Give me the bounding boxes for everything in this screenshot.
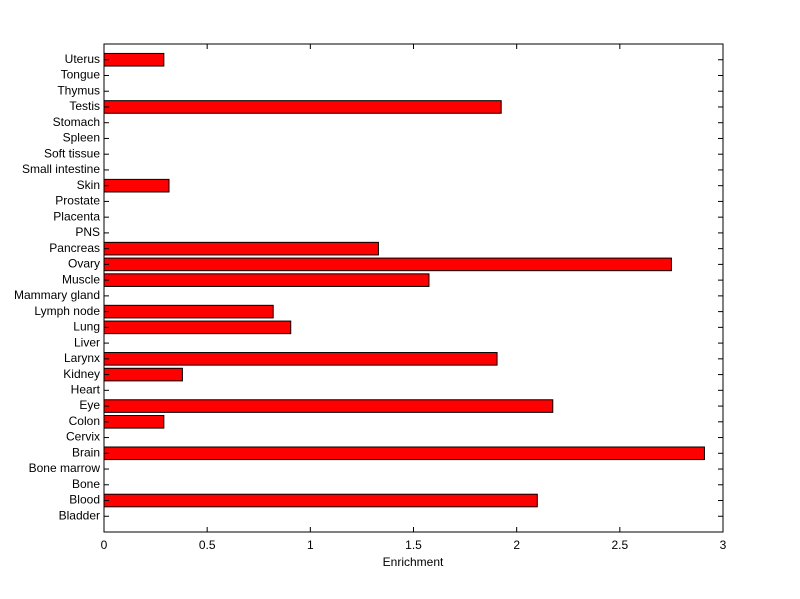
bar — [103, 257, 672, 272]
y-tick-label: Prostate — [55, 194, 100, 208]
y-tick-label: Soft tissue — [44, 146, 100, 160]
y-tick-label: Uterus — [65, 52, 100, 66]
x-tick-label: 1 — [307, 538, 314, 552]
bar — [103, 52, 165, 67]
y-tick-label: Bone — [72, 477, 100, 491]
bar — [103, 100, 502, 114]
y-tick-label: Bone marrow — [29, 461, 101, 475]
bar — [103, 446, 705, 461]
y-tick-label: Placenta — [53, 209, 100, 223]
y-tick-label: Spleen — [63, 131, 100, 145]
y-tick-label: Thymus — [57, 83, 100, 97]
bar — [103, 367, 183, 382]
y-tick-label: Testis — [69, 99, 100, 113]
y-tick-label: Lung — [73, 320, 100, 334]
bar — [103, 273, 430, 287]
x-axis-label: Enrichment — [383, 555, 444, 569]
y-tick-label: Eye — [79, 398, 100, 412]
y-tick-label: Larynx — [64, 351, 100, 365]
y-tick-label: Mammary gland — [14, 288, 100, 302]
y-tick-label: Liver — [74, 335, 100, 349]
y-tick-label: Tongue — [61, 68, 101, 82]
y-tick-label: Kidney — [63, 367, 100, 381]
x-tick-label: 0.5 — [199, 538, 216, 552]
y-tick-label: Muscle — [62, 272, 100, 286]
y-tick-label: Heart — [71, 382, 101, 396]
bar — [103, 399, 554, 413]
y-tick-label: Pancreas — [49, 241, 100, 255]
bar — [103, 178, 170, 193]
bar — [103, 241, 379, 256]
y-tick-label: Bladder — [59, 508, 100, 522]
x-tick-label: 0 — [101, 538, 108, 552]
x-tick-label: 2.5 — [611, 538, 628, 552]
y-tick-label: Cervix — [66, 430, 100, 444]
y-tick-label: Stomach — [53, 115, 100, 129]
y-tick-label: Small intestine — [22, 162, 100, 176]
bar — [103, 352, 498, 366]
plot-frame — [103, 43, 724, 533]
y-tick-label: Colon — [69, 414, 100, 428]
y-tick-label: PNS — [75, 225, 100, 239]
y-tick-label: Ovary — [68, 257, 100, 271]
bar — [103, 415, 165, 429]
y-tick-label: Skin — [77, 178, 100, 192]
y-tick-label: Blood — [69, 493, 100, 507]
bar — [103, 493, 538, 508]
x-tick-label: 2 — [513, 538, 520, 552]
bar — [103, 320, 292, 335]
x-tick-label: 3 — [720, 538, 727, 552]
y-tick-label: Brain — [72, 445, 100, 459]
y-tick-label: Lymph node — [34, 304, 100, 318]
bar — [103, 304, 274, 319]
x-tick-label: 1.5 — [405, 538, 422, 552]
